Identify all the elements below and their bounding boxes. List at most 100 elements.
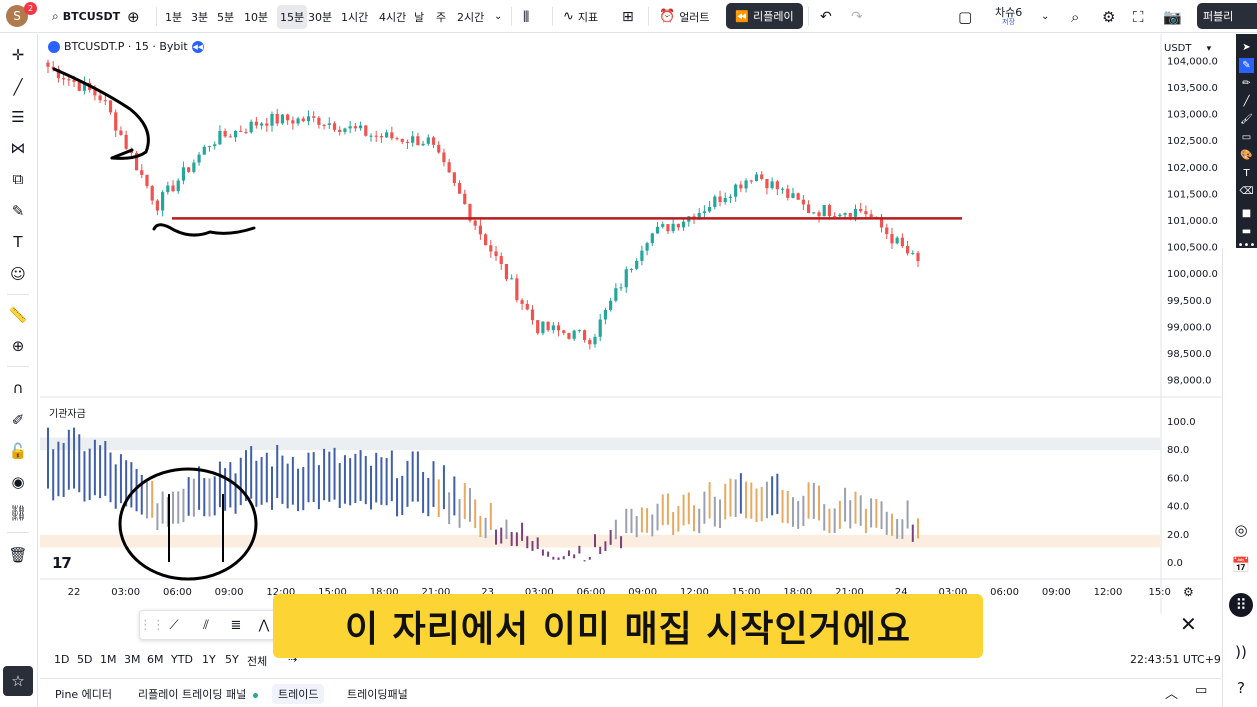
timeframe-3[interactable]: 10분 [244, 10, 269, 24]
text-icon[interactable]: T [1243, 168, 1250, 179]
stroke-width-icon[interactable]: ▬ [1241, 226, 1252, 237]
pattern-icon[interactable]: ⋈ [10, 139, 26, 157]
pattern-icon[interactable]: ⋀ [258, 617, 270, 633]
timeframe-9[interactable]: 주 [436, 10, 447, 24]
projection-icon[interactable]: ⧉ [12, 170, 24, 188]
publish-button[interactable]: 퍼블리 [1197, 3, 1257, 29]
timeframe-5[interactable]: 30분 [308, 10, 333, 24]
price-tick: 101,500.0 [1167, 189, 1218, 200]
broadcast-icon[interactable]: )) [1235, 643, 1247, 661]
templates-icon[interactable]: ⊞ [622, 8, 634, 25]
drag-handle-icon[interactable]: ⋮⋮ [139, 617, 165, 633]
eye-icon[interactable]: ◉ [11, 473, 25, 491]
candle-type-icon[interactable]: ⫴ [523, 7, 530, 26]
chevron-up-icon[interactable]: ︿ [1165, 687, 1179, 702]
candle-body [108, 100, 113, 113]
drawing-toolbar: ✛ ╱ ☰ ⋈ ⧉ ✎ T ☺ 📏 ⊕ ∩ ✐ 🔓 ◉ ⛓ 🗑 ☆ [0, 34, 38, 707]
marker-icon[interactable]: ✏ [1242, 78, 1251, 89]
range-3m[interactable]: 3M [124, 653, 141, 666]
range-1d[interactable]: 1D [54, 653, 70, 666]
more-icon[interactable]: ••• [1237, 240, 1256, 251]
chart-pane[interactable]: 104,000.0 103,500.0 103,000.0 102,500.0 102,… [40, 34, 1221, 644]
link-icon[interactable]: ⛓ [8, 504, 28, 522]
symbol-search[interactable]: ⌕ BTCUSDT [52, 0, 120, 33]
ruler-icon[interactable]: 📏 [8, 306, 28, 324]
chart-canvas[interactable]: 104,000.0 103,500.0 103,000.0 102,500.0 102,… [40, 34, 1221, 644]
layout-square-icon[interactable]: ▢ [958, 7, 973, 26]
timeframe-chevron-down-icon[interactable]: ⌄ [494, 11, 503, 22]
undo-icon[interactable]: ↶ [820, 8, 832, 25]
brush-icon[interactable]: 🖌 [1240, 114, 1253, 125]
range-1m[interactable]: 1M [100, 653, 117, 666]
tab-trade[interactable]: 트레이드 [272, 684, 325, 704]
line-icon[interactable]: ╱ [1243, 96, 1250, 107]
brush-icon[interactable]: ✎ [11, 202, 25, 220]
fib-lines-icon[interactable]: ☰ [11, 108, 25, 126]
alerts-button[interactable]: ⏰ 얼러트 [659, 9, 710, 24]
help-icon[interactable]: ? [1237, 679, 1245, 697]
maximize-panel-icon[interactable]: ▭ [1195, 683, 1208, 698]
time-tick: 06:00 [577, 587, 606, 598]
range-5d[interactable]: 5D [77, 653, 93, 666]
emoji-icon[interactable]: ☺ [10, 265, 26, 283]
timeframe-10[interactable]: 2시간 [457, 10, 485, 24]
color-swatch-icon[interactable]: ■ [1241, 208, 1252, 219]
time-tick: 12:00 [266, 587, 295, 598]
close-icon[interactable]: ✕ [1180, 612, 1197, 636]
tab-replay-panel[interactable]: 리플레이 트레이딩 패널 [138, 686, 258, 702]
settings-gear-icon[interactable]: ⚙ [1102, 7, 1116, 26]
compare-add-icon[interactable]: ⊕ [127, 7, 140, 26]
palette-icon[interactable]: 🎨 [1240, 150, 1253, 161]
crosshair-icon[interactable]: ✛ [11, 46, 25, 64]
clock[interactable]: 22:43:51 UTC+9 [1130, 653, 1221, 666]
replay-button[interactable]: ⏪ 리플레이 [726, 3, 803, 29]
user-avatar[interactable]: S [6, 5, 28, 27]
tab-trading-panel[interactable]: 트레이딩패널 [347, 688, 408, 701]
pen-icon[interactable]: ✎ [1239, 58, 1254, 73]
layout-chevron-down-icon[interactable]: ⌄ [1041, 11, 1050, 22]
magnet-icon[interactable]: ∩ [12, 379, 24, 397]
indicators-button[interactable]: ∿ 지표 [563, 9, 599, 24]
timeframe-6[interactable]: 1시간 [341, 10, 369, 24]
text-tool-icon[interactable]: T [13, 233, 23, 251]
redo-icon[interactable]: ↷ [851, 8, 863, 25]
candle-body [134, 152, 139, 171]
favorites-star-icon[interactable]: ☆ [3, 666, 33, 696]
currency-selector[interactable]: USDT ▾ [1164, 43, 1212, 54]
date-range-icon[interactable]: ⇢ [288, 653, 298, 666]
cursor-arrow-icon[interactable]: ➤ [1242, 42, 1251, 53]
quick-search-icon[interactable]: ⌕ [1071, 7, 1080, 26]
timeframe-2[interactable]: 5분 [217, 10, 235, 24]
lock-drawing-icon[interactable]: ✐ [11, 411, 25, 429]
timeframe-0[interactable]: 1분 [165, 10, 183, 24]
range-5y[interactable]: 5Y [225, 653, 239, 666]
timeframe-7[interactable]: 4시간 [379, 10, 407, 24]
status-dot [252, 692, 258, 698]
fullscreen-icon[interactable]: ⛶ [1133, 7, 1144, 26]
trendline-icon[interactable]: ⟋ [169, 617, 179, 633]
zoom-in-icon[interactable]: ⊕ [11, 337, 25, 355]
target-icon[interactable]: ◎ [1234, 521, 1248, 539]
candle-body [181, 167, 186, 181]
range-6m[interactable]: 6M [147, 653, 164, 666]
trash-icon[interactable]: 🗑 [8, 546, 28, 564]
range-1y[interactable]: 1Y [202, 653, 216, 666]
range-ytd[interactable]: YTD [171, 653, 193, 666]
candle-body [484, 234, 488, 246]
camera-snapshot-icon[interactable]: 📷 [1163, 7, 1182, 26]
timeframe-8[interactable]: 날 [414, 10, 425, 24]
eraser-icon[interactable]: ⌫ [1239, 186, 1254, 197]
unlock-icon[interactable]: 🔓 [8, 442, 28, 460]
trendline-icon[interactable]: ╱ [13, 78, 23, 96]
apps-grid-icon[interactable]: ⠿ [1229, 593, 1253, 617]
fib-icon[interactable]: ≣ [230, 617, 242, 633]
layout-name[interactable]: 차슈6 저장 [995, 5, 1023, 26]
timeframe-1[interactable]: 3분 [191, 10, 209, 24]
tab-pine-editor[interactable]: Pine 에디터 [55, 688, 113, 701]
channel-icon[interactable]: ⫽ [203, 617, 209, 633]
range-전체[interactable]: 전체 [247, 655, 268, 668]
annotation-arrow-head [110, 148, 134, 160]
calendar-icon[interactable]: 📅 [1231, 556, 1251, 574]
timeframe-4[interactable]: 15분 [277, 0, 308, 33]
rectangle-icon[interactable]: ▭ [1241, 132, 1252, 143]
